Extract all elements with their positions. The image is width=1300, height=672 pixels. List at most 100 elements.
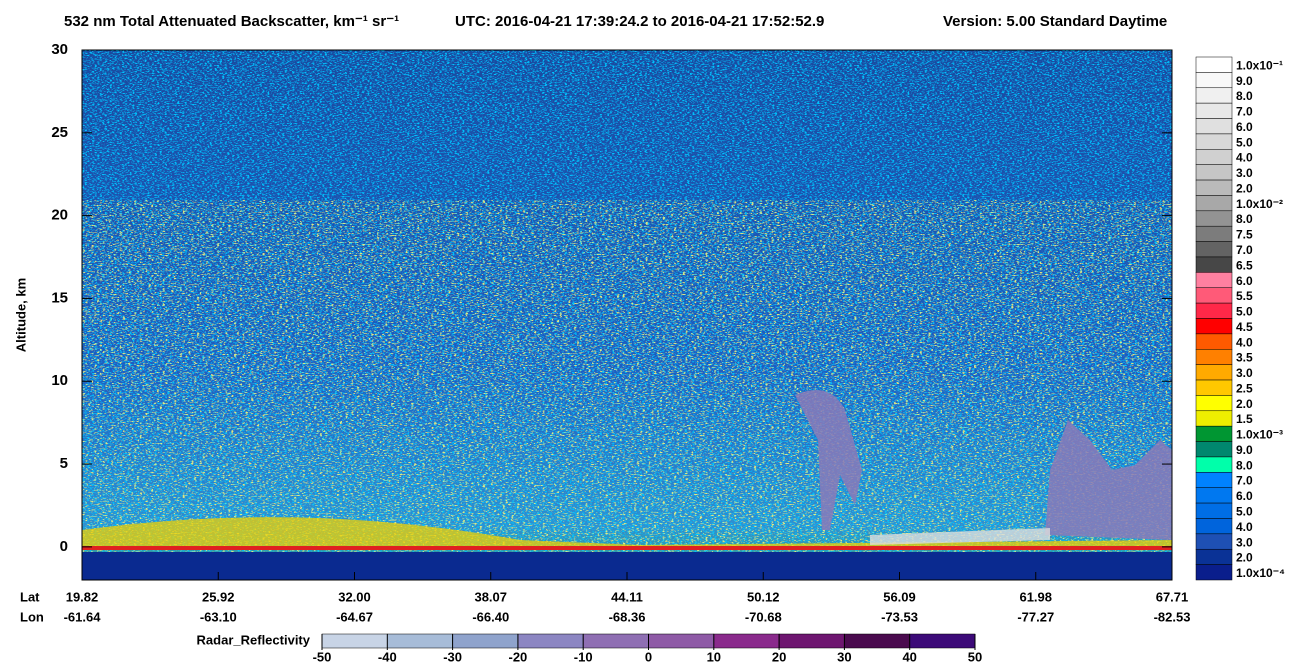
radar-tick-label: 0 — [645, 649, 652, 664]
colorbar-label: 9.0 — [1236, 74, 1253, 88]
colorbar-label: 1.0x10⁻⁴ — [1236, 566, 1285, 580]
colorbar-label: 5.0 — [1236, 135, 1253, 149]
radar-tick-label: 20 — [772, 649, 786, 664]
colorbar-box — [1195, 133, 1233, 150]
colorbar-label: 2.0 — [1236, 551, 1253, 565]
colorbar-box — [1195, 256, 1233, 273]
colorbar-label: 1.5 — [1236, 412, 1253, 426]
lat-label: 44.11 — [611, 589, 643, 604]
y-tick-label: 15 — [51, 289, 68, 306]
y-tick-label: 5 — [60, 455, 68, 472]
radar-box — [778, 633, 845, 649]
colorbar-label: 3.0 — [1236, 166, 1253, 180]
lat-label: 61.98 — [1019, 589, 1052, 604]
colorbar-label: 5.5 — [1236, 289, 1253, 303]
colorbar-box — [1195, 395, 1233, 412]
radar-box — [452, 633, 519, 649]
backscatter-image — [82, 50, 1172, 580]
radar-tick-label: 50 — [968, 649, 982, 664]
colorbar-box — [1195, 333, 1233, 350]
colorbar-box — [1195, 456, 1233, 473]
colorbar-label: 7.5 — [1236, 228, 1253, 242]
colorbar-label: 6.5 — [1236, 258, 1253, 272]
colorbar-label: 6.0 — [1236, 274, 1253, 288]
colorbar-box — [1195, 87, 1233, 104]
colorbar-box — [1195, 195, 1233, 212]
lon-label: -82.53 — [1154, 609, 1191, 624]
colorbar-box — [1195, 302, 1233, 319]
colorbar-box — [1195, 318, 1233, 335]
radar-box — [713, 633, 780, 649]
colorbar-label: 5.0 — [1236, 305, 1253, 319]
colorbar-box — [1195, 564, 1233, 581]
colorbar-label: 2.0 — [1236, 181, 1253, 195]
radar-label: Radar_Reflectivity — [197, 632, 311, 647]
version-label: Version: 5.00 Standard Daytime — [943, 13, 1167, 30]
colorbar-box — [1195, 287, 1233, 304]
colorbar-box — [1195, 364, 1233, 381]
chart-title: 532 nm Total Attenuated Backscatter, km⁻… — [64, 13, 399, 30]
chart-subtitle: UTC: 2016-04-21 17:39:24.2 to 2016-04-21… — [455, 13, 824, 30]
colorbar-box — [1195, 349, 1233, 365]
colorbar-label: 7.0 — [1236, 105, 1253, 119]
radar-box — [321, 633, 388, 649]
radar-box — [648, 633, 715, 649]
colorbar-label: 6.0 — [1236, 120, 1253, 134]
lon-label: -68.36 — [609, 609, 646, 624]
colorbar-box — [1195, 56, 1233, 73]
lon-label: -77.27 — [1017, 609, 1054, 624]
colorbar-box — [1195, 379, 1233, 396]
lat-label: 25.92 — [202, 589, 235, 604]
lon-label: -70.68 — [745, 609, 782, 624]
colorbar-label: 8.0 — [1236, 89, 1253, 103]
colorbar-label: 4.0 — [1236, 520, 1253, 534]
radar-tick-label: -30 — [443, 649, 462, 664]
colorbar-box — [1195, 533, 1233, 550]
lat-label: 50.12 — [747, 589, 780, 604]
colorbar-label: 4.0 — [1236, 335, 1253, 349]
colorbar-label: 7.0 — [1236, 243, 1253, 257]
lon-label: -64.67 — [336, 609, 373, 624]
radar-tick-label: -10 — [574, 649, 593, 664]
y-tick-label: 30 — [51, 41, 68, 58]
colorbar-box — [1195, 441, 1233, 458]
radar-box — [517, 633, 584, 649]
colorbar-label: 6.0 — [1236, 489, 1253, 503]
radar-box — [844, 633, 910, 649]
radar-tick-label: 40 — [902, 649, 916, 664]
lon-label: -73.53 — [881, 609, 918, 624]
y-tick-label: 0 — [60, 538, 68, 555]
colorbar-box — [1195, 472, 1233, 488]
y-axis-label: Altitude, km — [13, 278, 28, 352]
colorbar-box — [1195, 210, 1233, 227]
colorbar-box — [1195, 425, 1233, 442]
lat-label: 38.07 — [474, 589, 507, 604]
colorbar-label: 3.0 — [1236, 535, 1253, 549]
colorbar-label: 1.0x10⁻² — [1236, 197, 1283, 211]
radar-tick-label: -20 — [509, 649, 528, 664]
colorbar-box — [1195, 118, 1233, 135]
colorbar-label: 7.0 — [1236, 474, 1253, 488]
colorbar-label: 4.5 — [1236, 320, 1253, 334]
colorbar-box — [1195, 502, 1233, 519]
colorbar-box — [1195, 179, 1233, 196]
colorbar-box — [1195, 548, 1233, 565]
x-row-label: Lat — [20, 589, 40, 604]
colorbar-box — [1195, 487, 1233, 504]
colorbar-box — [1195, 225, 1233, 242]
radar-box — [909, 633, 976, 649]
colorbar-label: 1.0x10⁻¹ — [1236, 58, 1283, 72]
colorbar-label: 5.0 — [1236, 504, 1253, 518]
lat-label: 32.00 — [338, 589, 371, 604]
radar-tick-label: -50 — [313, 649, 332, 664]
colorbar-label: 9.0 — [1236, 443, 1253, 457]
colorbar-box — [1195, 410, 1233, 427]
lat-label: 19.82 — [66, 589, 99, 604]
colorbar-box — [1195, 72, 1233, 89]
lat-label: 56.09 — [883, 589, 916, 604]
y-tick-label: 25 — [51, 124, 68, 141]
y-tick-label: 20 — [51, 207, 68, 224]
colorbar-label: 3.0 — [1236, 366, 1253, 380]
colorbar-box — [1195, 272, 1233, 288]
